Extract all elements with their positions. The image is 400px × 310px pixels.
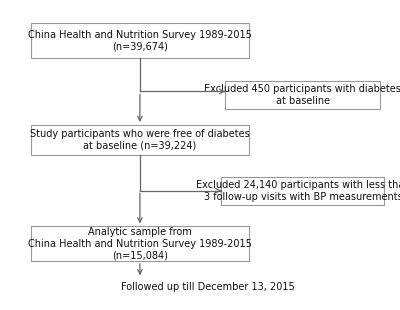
Text: Excluded 24,140 participants with less than
3 follow-up visits with BP measureme: Excluded 24,140 participants with less t… [196,180,400,202]
Text: Excluded 450 participants with diabetes
at baseline: Excluded 450 participants with diabetes … [204,84,400,106]
Bar [222,177,384,205]
Text: Followed up till December 13, 2015: Followed up till December 13, 2015 [120,282,294,292]
Bar [31,226,248,261]
Text: China Health and Nutrition Survey 1989-2015
(n=39,674): China Health and Nutrition Survey 1989-2… [28,30,252,51]
Bar [31,23,248,58]
Bar [31,125,248,155]
Text: Study participants who were free of diabetes
at baseline (n=39,224): Study participants who were free of diab… [30,129,250,151]
Bar [225,81,380,109]
Text: Analytic sample from
China Health and Nutrition Survey 1989-2015
(n=15,084): Analytic sample from China Health and Nu… [28,227,252,260]
